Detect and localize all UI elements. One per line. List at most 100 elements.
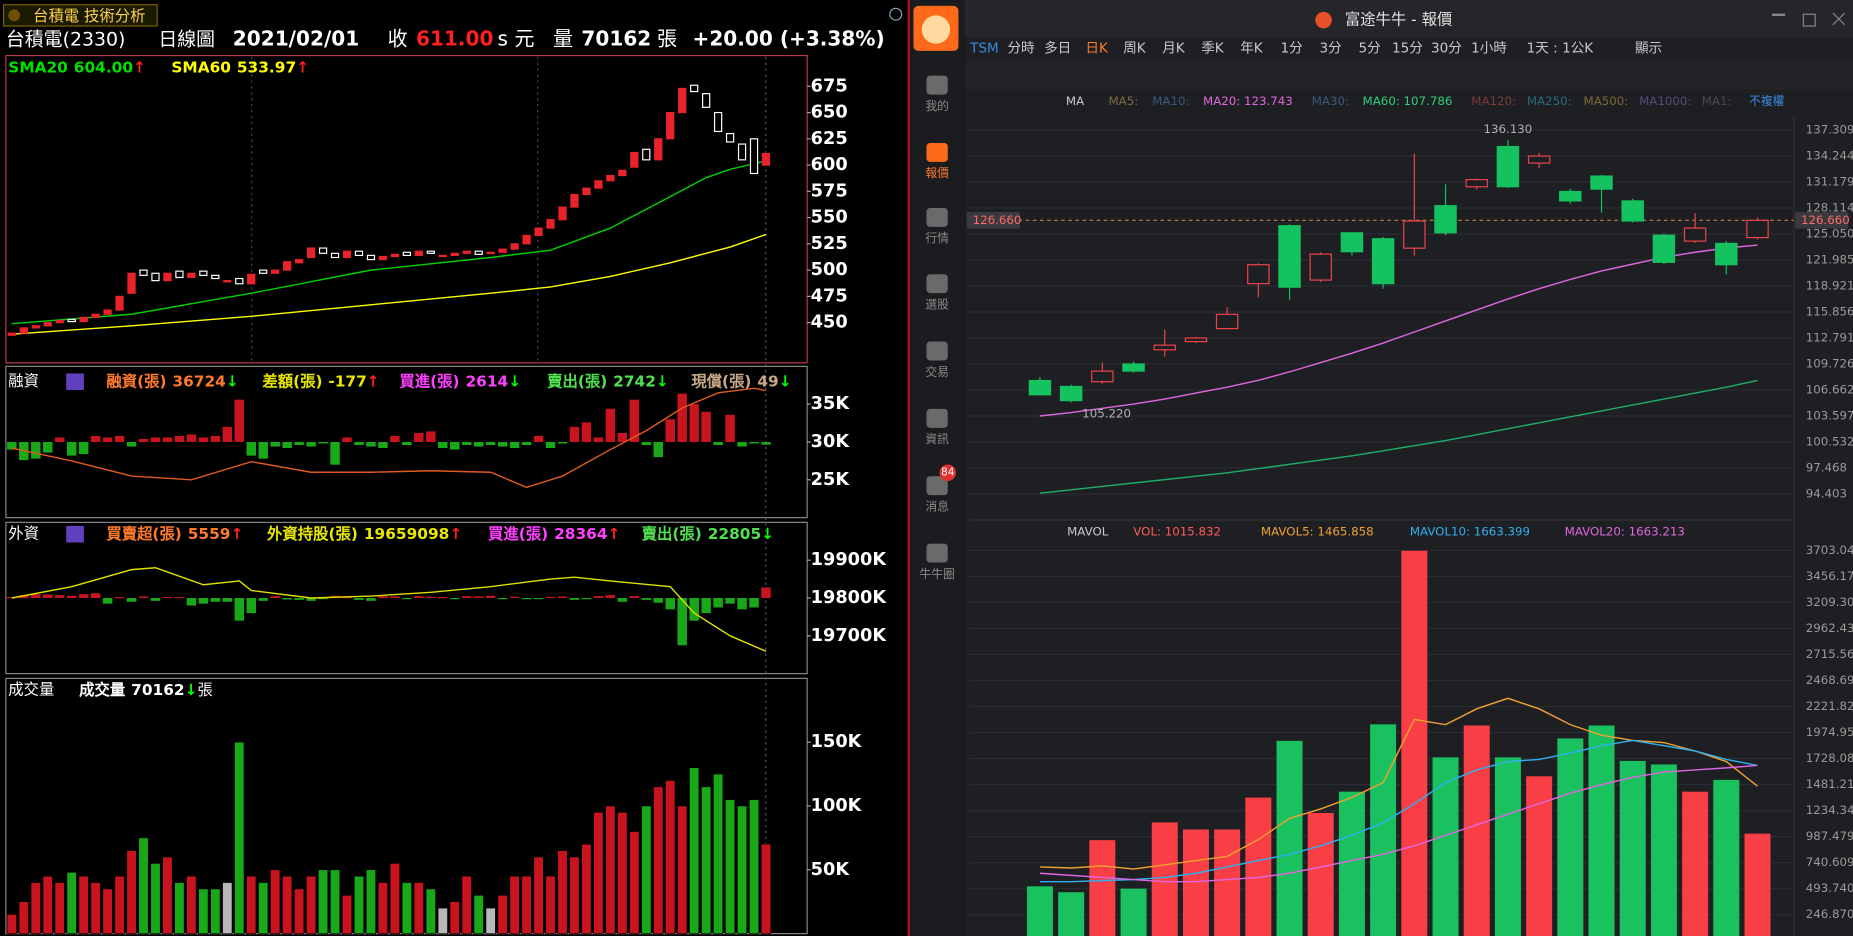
volume-bar: [1526, 776, 1553, 936]
timeframe-tab[interactable]: 顯示: [1635, 40, 1662, 56]
candle-body: [366, 254, 376, 261]
panel-title: 融資: [8, 372, 39, 390]
timeframe-tab[interactable]: 3分: [1320, 40, 1343, 56]
timeframe-tab[interactable]: 周K: [1123, 40, 1147, 56]
timeframe-tab[interactable]: 5分: [1359, 40, 1382, 56]
timeframe-tab[interactable]: TSM: [969, 40, 999, 56]
y-tick-label: 1974.958: [1806, 725, 1853, 739]
close[interactable]: [1832, 12, 1846, 26]
timeframe-tab[interactable]: 多日: [1044, 39, 1071, 56]
timeframe-tab[interactable]: 分時: [1007, 40, 1035, 56]
zoom-icon[interactable]: [889, 7, 903, 21]
volume-bar: [234, 741, 245, 934]
extreme-label: 105.220: [1082, 407, 1131, 421]
y-tick-label: 94.403: [1806, 487, 1847, 501]
change-bar: [282, 597, 292, 600]
badge-count: 84: [941, 466, 955, 479]
sidebar-label[interactable]: 牛牛圈: [919, 567, 954, 581]
candle-body: [223, 280, 232, 283]
y-tick-label: 131.179: [1806, 175, 1853, 189]
candle-body: [1059, 385, 1083, 402]
change-bar: [617, 597, 628, 602]
change-bar: [390, 596, 400, 598]
readout: 差額(張) -177↑: [262, 371, 379, 390]
candle-body: [1746, 219, 1769, 239]
change-bar: [222, 426, 233, 443]
change-bar: [330, 442, 340, 465]
timeframe-tab[interactable]: 15分: [1392, 40, 1423, 56]
volume-bar: [737, 805, 748, 934]
timeframe-tab[interactable]: 月K: [1162, 40, 1186, 56]
timeframe-tab[interactable]: 季K: [1201, 40, 1225, 56]
change-bar: [270, 442, 280, 447]
sidebar-label[interactable]: 我的: [925, 99, 949, 113]
change-bar: [78, 594, 89, 598]
readout: 成交量 70162↓張: [79, 680, 213, 699]
change-bar: [378, 442, 388, 449]
candle-body: [1465, 179, 1488, 188]
tab-label[interactable]: 台積電 技術分析: [33, 7, 145, 25]
y-tick-label: 25K: [811, 470, 851, 490]
volume-bar: [1588, 725, 1615, 936]
timeframe-tab[interactable]: 日K: [1085, 40, 1109, 56]
timeframe-tab[interactable]: 年K: [1240, 40, 1264, 56]
ma-readout: MA120:: [1471, 94, 1516, 108]
volume-bar: [377, 882, 388, 934]
tab[interactable]: [2, 4, 158, 27]
candle-body: [570, 193, 579, 208]
volume-bar: [138, 837, 149, 934]
volume-bar: [66, 872, 77, 934]
change: +20.00 (+3.38%): [693, 27, 885, 51]
y-tick-label: 134.244: [1806, 149, 1853, 163]
change-bar: [90, 435, 101, 443]
sidebar-label[interactable]: 報價: [925, 166, 949, 180]
candle-body: [1028, 379, 1052, 396]
ma-readout: MA1:: [1702, 94, 1732, 108]
readout-dir: ↓: [656, 372, 669, 390]
change-bar: [138, 596, 149, 598]
readout-dir: ↓: [761, 525, 774, 543]
sidebar-label[interactable]: 交易: [925, 365, 949, 379]
window-controls[interactable]: [1772, 12, 1846, 27]
volume-bar: [665, 780, 676, 934]
sidebar-label[interactable]: 消息: [925, 499, 949, 513]
change-bar: [43, 442, 53, 453]
candle-body: [510, 243, 519, 250]
readout-unit: 張: [197, 681, 212, 699]
volume-bar: [1338, 791, 1365, 936]
change-bar: [342, 597, 352, 599]
maximize[interactable]: [1802, 13, 1816, 27]
change-bar: [725, 414, 735, 443]
sidebar-label[interactable]: 選股: [925, 297, 949, 311]
change-bar: [31, 442, 41, 459]
volume-bar: [581, 843, 592, 934]
timeframe-tab[interactable]: 1小時: [1471, 40, 1507, 56]
sidebar-label[interactable]: 資訊: [925, 432, 949, 446]
candle-body: [330, 252, 340, 259]
timeframe-tab[interactable]: 1分: [1281, 40, 1304, 56]
sidebar-label[interactable]: 行情: [925, 231, 949, 245]
change-bar: [78, 442, 89, 455]
change-bar: [126, 442, 137, 447]
candle-body: [103, 309, 112, 315]
mavol-line: [1039, 739, 1758, 883]
y-tick-label: 525: [811, 234, 848, 254]
readout-value: 2742: [613, 372, 656, 390]
volume-bar: [78, 875, 89, 934]
change-bar: [749, 442, 759, 444]
candle-body: [725, 132, 735, 143]
timeframe-tab[interactable]: 30分: [1431, 40, 1462, 56]
change-bar: [186, 597, 197, 606]
panel-title: 成交量: [8, 681, 54, 699]
readout-value: 22805: [708, 525, 761, 543]
minimize[interactable]: [1772, 13, 1786, 16]
volume-bar: [318, 869, 329, 934]
candle-body: [7, 332, 16, 336]
timeframe-tab[interactable]: 1天 : 1公K: [1527, 40, 1595, 56]
volume-bar: [162, 856, 173, 934]
candle-body: [426, 250, 435, 254]
change-bar: [605, 408, 616, 443]
change-bar: [102, 437, 113, 443]
ma-readout: MA: [1066, 94, 1084, 108]
volume-bar: [521, 875, 532, 934]
